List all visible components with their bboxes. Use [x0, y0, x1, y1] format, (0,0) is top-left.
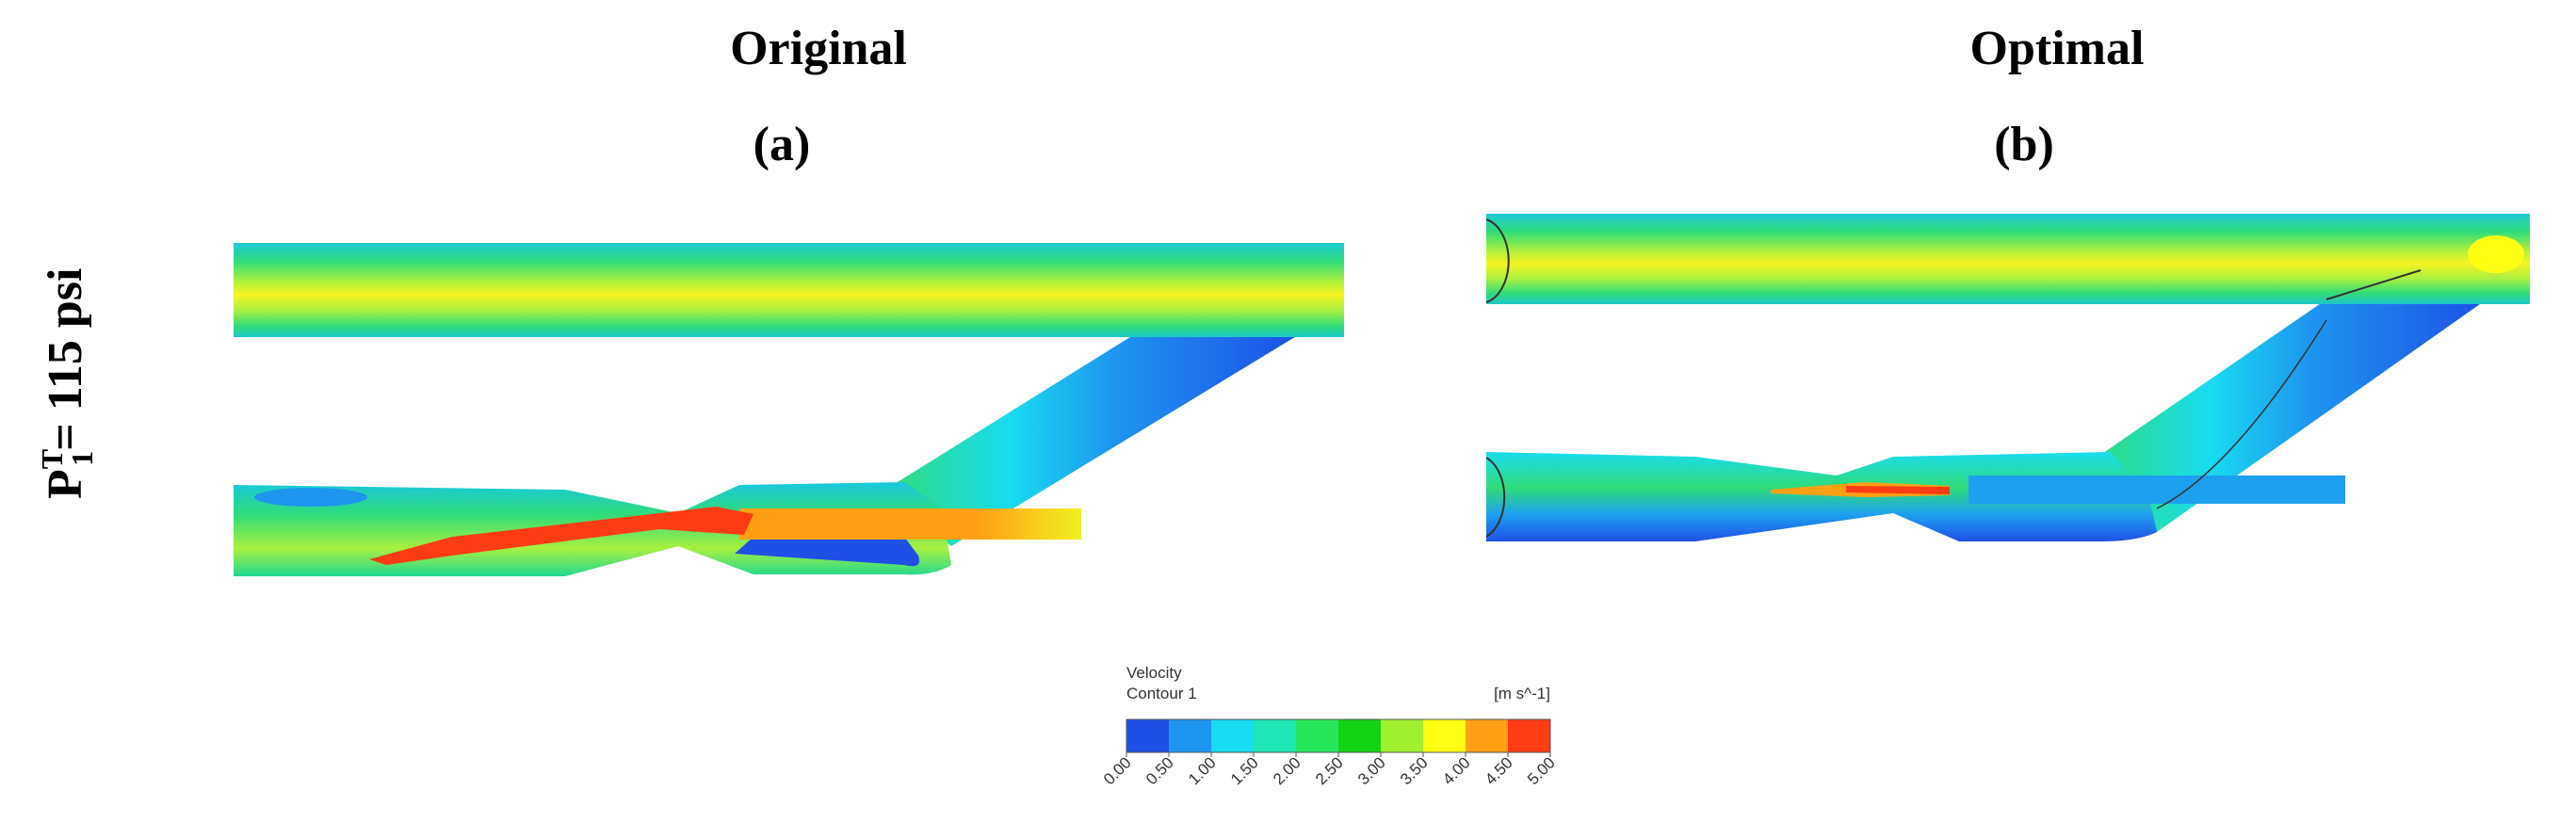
- colorbar-tick-label: 3.00: [1354, 753, 1389, 788]
- row-label: PT1= 115 psi: [35, 268, 99, 499]
- row-label-sub: 1: [65, 451, 99, 466]
- colorbar-bin: [1508, 719, 1550, 752]
- panel-label: (b): [1994, 118, 2054, 171]
- panel-title: Original: [730, 22, 907, 75]
- colorbar-tick-label: 3.50: [1397, 753, 1432, 788]
- row-label-text: = 115 psi: [39, 268, 92, 451]
- colorbar-title: Velocity: [1126, 664, 1182, 682]
- colorbar-tick-label: 1.00: [1185, 753, 1220, 788]
- colorbar-tick-label: 2.50: [1312, 753, 1347, 788]
- colorbar-bin: [1381, 719, 1423, 752]
- colorbar-tick-label: 1.50: [1227, 753, 1262, 788]
- contour-original: [234, 243, 1344, 576]
- colorbar-unit: [m s^-1]: [1494, 685, 1550, 702]
- contour-optimal: [1485, 214, 2530, 541]
- colorbar-tick-label: 4.00: [1439, 753, 1474, 788]
- colorbar-tick-label: 0.00: [1100, 753, 1135, 788]
- panel-title: Optimal: [1970, 22, 2145, 75]
- colorbar-bin: [1169, 719, 1211, 752]
- colorbar-tick-label: 5.00: [1524, 753, 1559, 788]
- colorbar-bin: [1296, 719, 1338, 752]
- colorbar-bin: [1423, 719, 1466, 752]
- colorbar-bin: [1254, 719, 1296, 752]
- colorbar-tick-label: 4.50: [1482, 753, 1516, 788]
- panel-label: (a): [753, 118, 811, 171]
- colorbar: 0.00 0.50 1.00 1.50 2.00 2.50 3.00 3.50 4.00 4.50…: [1100, 718, 1559, 788]
- row-label-base: P: [39, 469, 92, 499]
- colorbar-tick-label: 2.00: [1270, 753, 1304, 788]
- colorbar-bin: [1211, 719, 1254, 752]
- colorbar-bin: [1466, 719, 1508, 752]
- colorbar-bin: [1338, 719, 1381, 752]
- row-label-sup: T: [35, 449, 69, 469]
- colorbar-tick-label: 0.50: [1142, 753, 1177, 788]
- colorbar-bin: [1126, 719, 1169, 752]
- colorbar-subtitle: Contour 1: [1126, 685, 1197, 702]
